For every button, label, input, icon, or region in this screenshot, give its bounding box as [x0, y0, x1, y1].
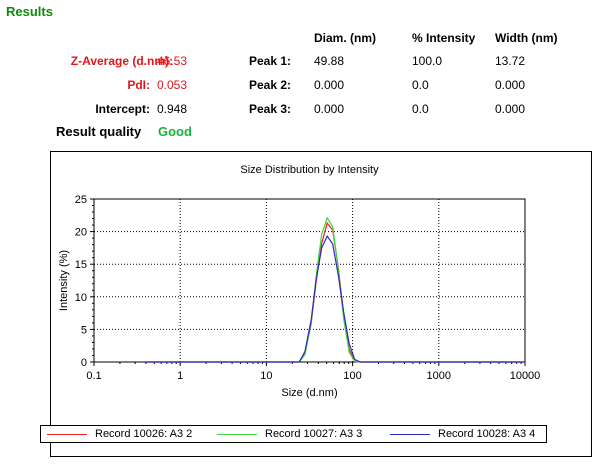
- y-tick-label: 10: [75, 292, 87, 304]
- peak-1-intensity: 100.0: [412, 54, 443, 68]
- peak-2-intensity: 0.0: [412, 78, 429, 92]
- chart-legend: Record 10026: A3 2 Record 10027: A3 3 Re…: [40, 425, 547, 443]
- y-axis-label: Intensity (%): [58, 250, 70, 311]
- legend-item-series-2: Record 10027: A3 3: [217, 428, 362, 440]
- result-quality-value: Good: [158, 124, 192, 139]
- y-tick-label: 25: [75, 194, 87, 206]
- x-tick-label: 0.1: [86, 370, 101, 382]
- x-axis-label: Size (d.nm): [281, 387, 337, 399]
- peak-3-intensity: 0.0: [412, 102, 429, 116]
- legend-swatch-series-1: [47, 433, 87, 435]
- pdi-label: PdI:: [127, 78, 150, 92]
- legend-item-series-3: Record 10028: A3 4: [390, 428, 535, 440]
- peak-2-width: 0.000: [495, 78, 526, 92]
- intercept-value: 0.948: [157, 102, 188, 116]
- chart-title: Size Distribution by Intensity: [240, 164, 379, 176]
- z-average-label: Z-Average (d.nm):: [70, 54, 173, 68]
- pdi-value: 0.053: [157, 78, 188, 92]
- legend-label-series-1: Record 10026: A3 2: [95, 428, 193, 440]
- legend-swatch-series-2: [217, 433, 257, 435]
- peak-3-width: 0.000: [495, 102, 526, 116]
- intercept-label: Intercept:: [95, 102, 150, 116]
- y-tick-label: 5: [81, 324, 87, 336]
- x-tick-label: 1: [177, 370, 183, 382]
- peak-1-label: Peak 1:: [248, 54, 291, 68]
- series-line-2: [145, 216, 525, 363]
- y-tick-label: 15: [75, 259, 87, 271]
- y-tick-label: 0: [81, 357, 87, 369]
- x-tick-label: 100: [343, 370, 361, 382]
- intensity-header: % Intensity: [412, 31, 476, 45]
- legend-swatch-series-3: [390, 433, 430, 435]
- peak-3-diam: 0.000: [314, 102, 345, 116]
- x-tick-label: 10000: [510, 370, 541, 382]
- results-heading: Results: [6, 4, 53, 19]
- series-line-3: [145, 235, 525, 363]
- plot-frame: [93, 198, 526, 363]
- peak-3-label: Peak 3:: [248, 102, 291, 116]
- legend-label-series-3: Record 10028: A3 4: [438, 428, 536, 440]
- y-tick-label: 20: [75, 227, 87, 239]
- peak-1-width: 13.72: [495, 54, 526, 68]
- result-quality-label: Result quality: [56, 124, 142, 139]
- x-tick-label: 1000: [427, 370, 451, 382]
- width-header: Width (nm): [495, 31, 558, 45]
- x-tick-label: 10: [260, 370, 272, 382]
- legend-item-series-1: Record 10026: A3 2: [47, 428, 192, 440]
- peak-2-label: Peak 2:: [248, 78, 291, 92]
- diam-header: Diam. (nm): [314, 31, 377, 45]
- size-distribution-chart: Size Distribution by Intensity 0.1 1 10 100 1…: [50, 151, 592, 457]
- peak-2-diam: 0.000: [314, 78, 345, 92]
- z-average-value: 46.53: [157, 54, 188, 68]
- peak-1-diam: 49.88: [314, 54, 345, 68]
- legend-label-series-2: Record 10027: A3 3: [265, 428, 363, 440]
